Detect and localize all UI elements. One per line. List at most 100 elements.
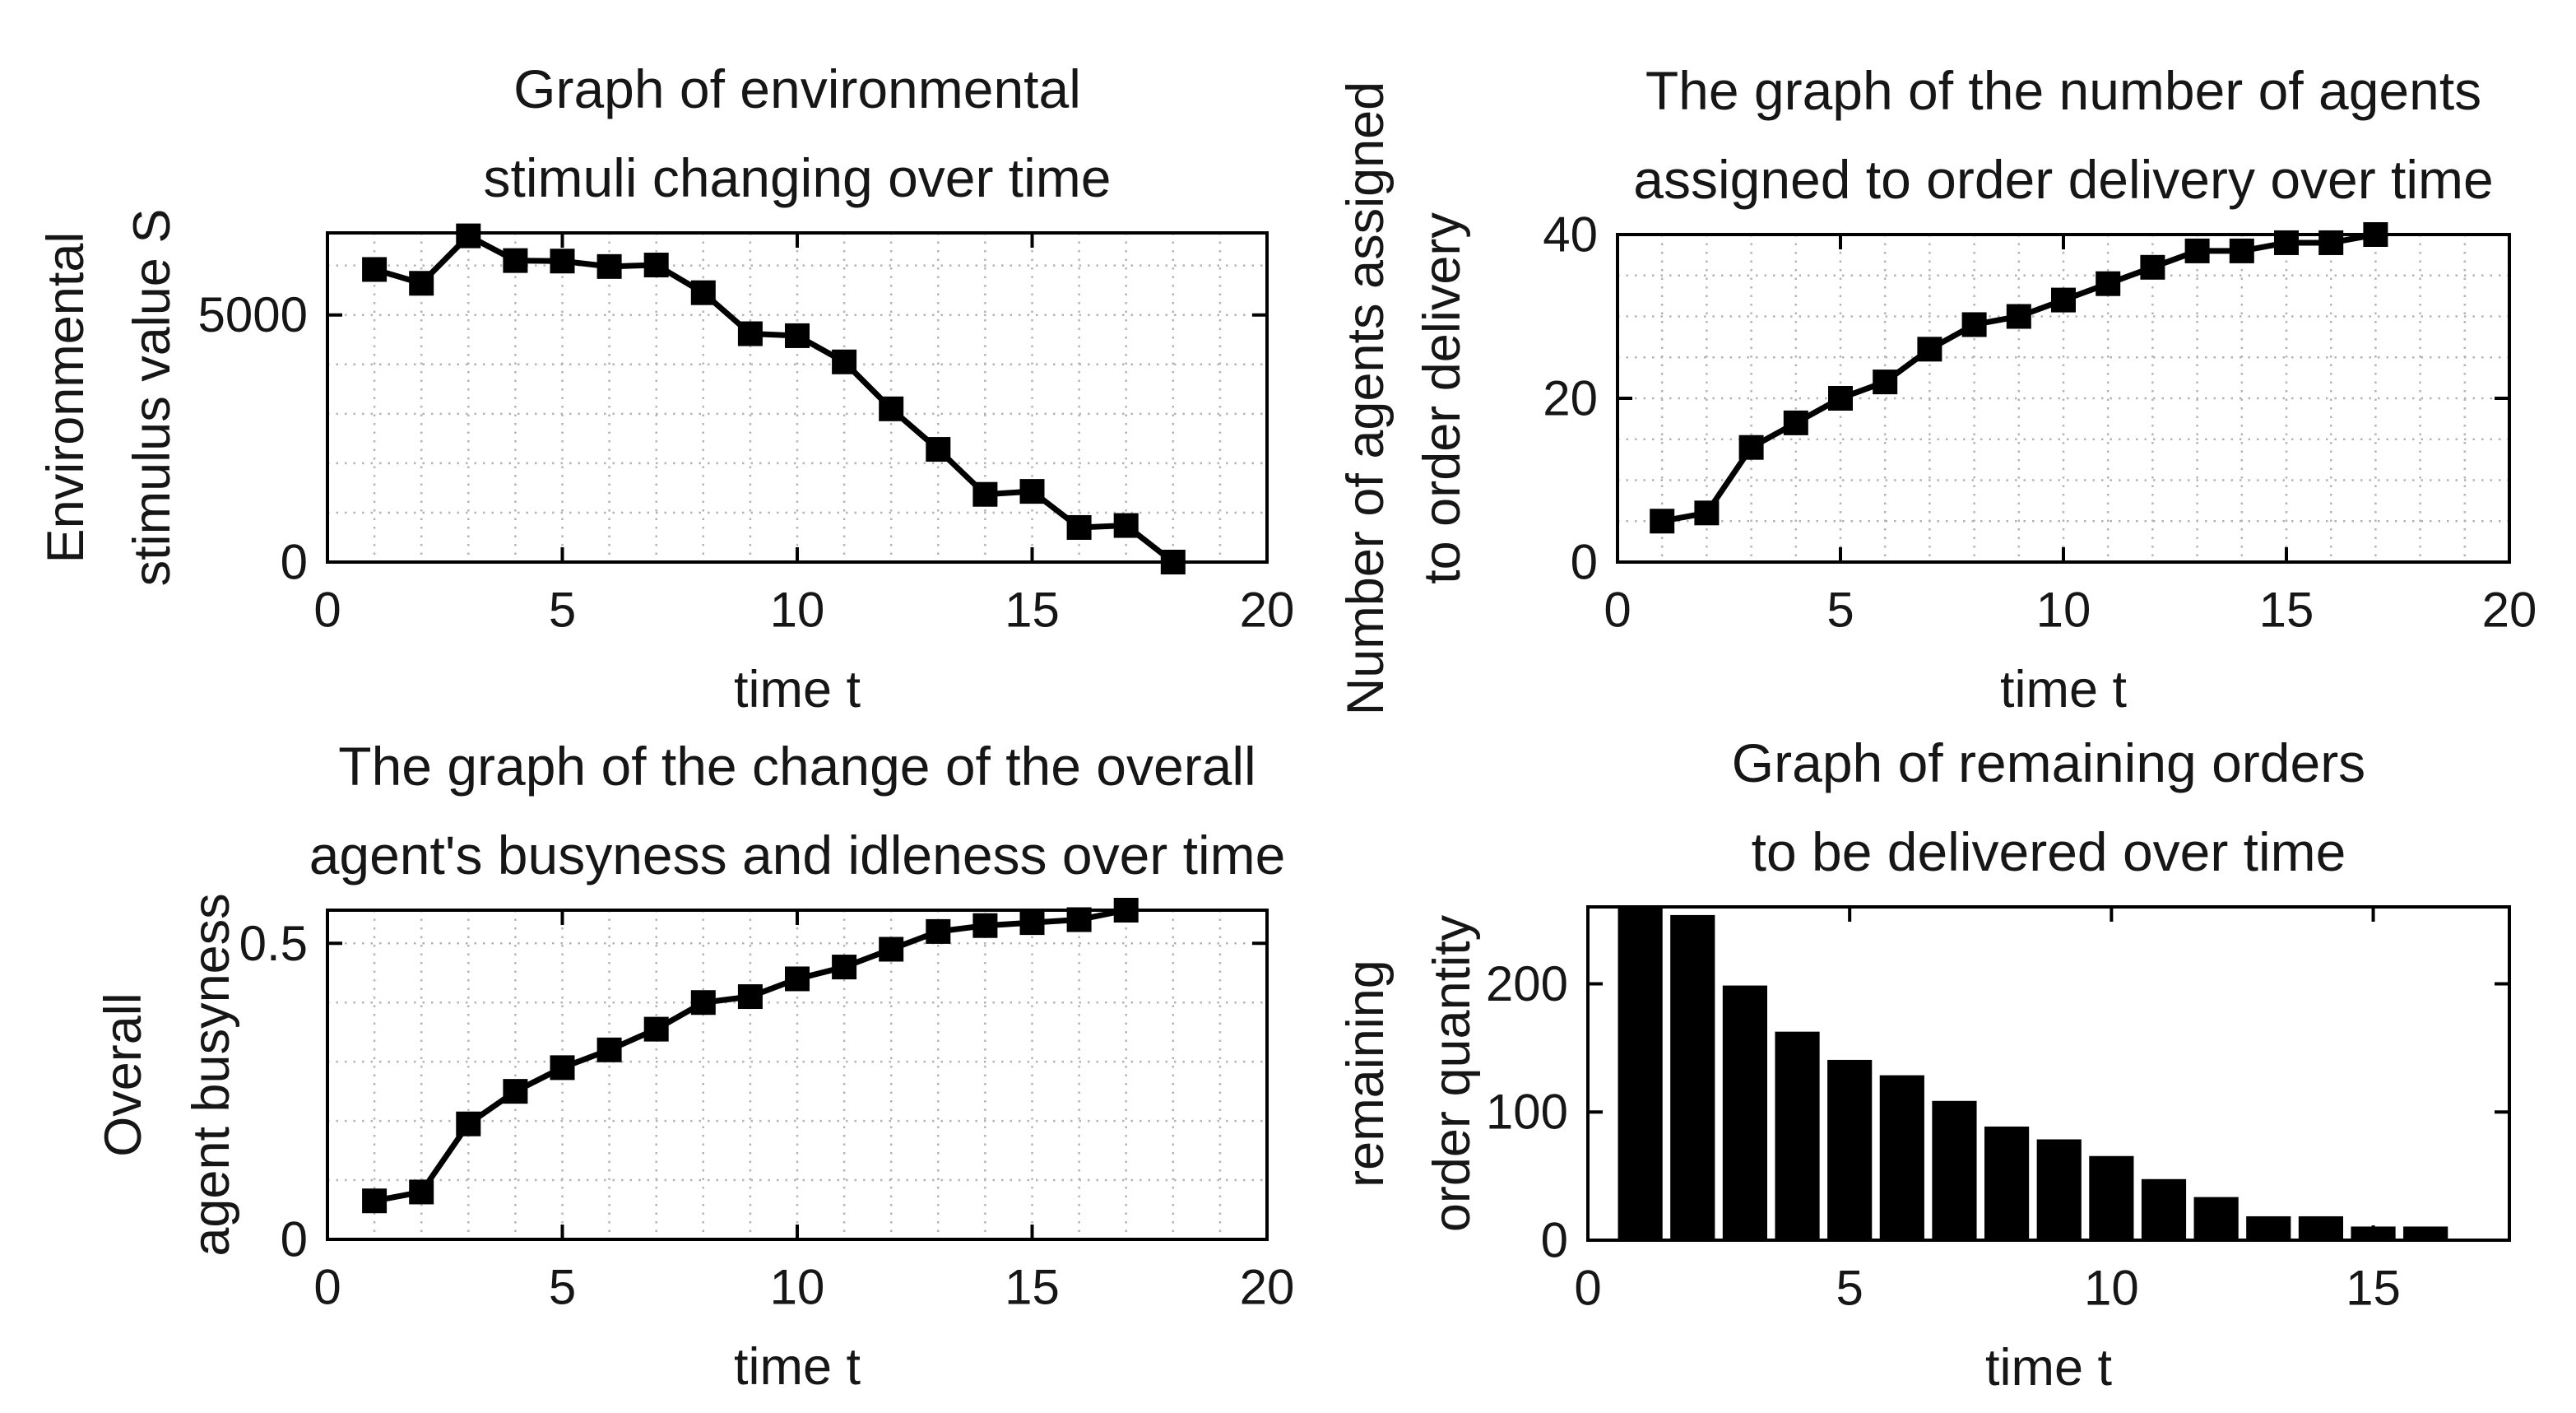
data-point-marker [643,1016,669,1042]
bar [1670,914,1715,1241]
x-tick-label: 15 [2259,583,2314,638]
bar [1932,1100,1977,1242]
data-point-marker [1783,410,1808,435]
bar [1722,985,1767,1241]
y-tick-label: 0 [1541,1213,1568,1268]
data-point-marker [1873,370,1898,395]
x-tick-label: 20 [1240,1260,1295,1315]
x-tick-label: 15 [1005,583,1060,638]
y-tick-label: 0 [281,535,308,590]
y-tick-label: 100 [1486,1085,1568,1140]
y-tick-label: 0 [1571,535,1598,590]
data-point-marker [926,437,951,462]
data-point-marker [972,481,998,507]
bar [1984,1126,2030,1242]
data-point-marker [409,271,434,296]
y-axis-label-line-2: agent busyness [183,893,240,1256]
data-point-marker [737,984,763,1010]
y-tick-label: 0.5 [239,916,308,971]
y-axis-label-line-2: order quantity [1423,914,1481,1232]
bar [2298,1215,2343,1242]
data-point-marker [879,396,904,421]
data-point-marker [737,321,763,346]
data-point-marker [690,280,716,305]
chart-title-line-1: The graph of the number of agents [1645,60,2481,121]
data-point-marker [503,248,528,273]
x-tick-label: 0 [1604,583,1631,638]
axes-box [1586,905,2511,1242]
data-point-marker [503,1079,528,1104]
bar [2246,1215,2291,1242]
data-point-marker [1961,312,1987,337]
bar [2036,1139,2082,1241]
y-axis-label-line-1: remaining [1337,960,1395,1188]
chart-title-line-2: to be delivered over time [1752,821,2346,882]
data-point-marker [1650,509,1675,534]
bar [1827,1059,1873,1242]
x-tick-label: 0 [313,583,341,638]
bar [1618,906,1663,1241]
data-point-marker [1917,337,1942,362]
data-point-marker [362,257,388,282]
y-axis-label-line-1: Environmental [37,232,95,564]
x-tick-label: 5 [549,1260,576,1315]
x-axis-label: time t [734,661,861,718]
subplot-environmental-stimulus: 0 5 10 15 20 0 5000 Graph of environmental stimu… [37,58,1294,718]
x-tick-label: 5 [1836,1261,1863,1316]
data-point-marker [456,223,481,249]
x-tick-label: 5 [1826,583,1854,638]
y-tick-label: 200 [1486,956,1568,1011]
data-point-marker [550,1055,575,1081]
x-tick-label: 10 [770,1260,825,1315]
subplot-remaining-orders: 0 5 10 15 0 100 200 Graph of remaining orders to… [1337,732,2511,1397]
chart-title-line-2: assigned to order delivery over time [1633,149,2494,210]
x-tick-label: 10 [770,583,825,638]
y-tick-label: 20 [1543,371,1598,426]
bar [2141,1178,2187,1241]
x-tick-label: 15 [1005,1260,1060,1315]
data-point-marker [972,913,998,938]
data-point-marker [832,955,857,980]
data-point-marker [2006,304,2031,329]
data-point-marker [409,1179,434,1205]
chart-title-line-1: Graph of environmental [513,58,1081,119]
subplot-agent-busyness: 0 5 10 15 20 0 0.5 The graph of the change of t… [95,736,1294,1396]
x-tick-label: 10 [2084,1261,2139,1316]
y-tick-label: 40 [1543,207,1598,263]
y-axis-label-line-1: Overall [95,992,152,1157]
y-axis-label-line-1: Number of agents assigned [1337,81,1395,715]
data-point-marker [1694,500,1720,526]
chart-title-line-2: stimuli changing over time [484,147,1112,208]
data-point-marker [879,937,904,962]
x-tick-label: 15 [2346,1261,2401,1316]
x-tick-label: 20 [2482,583,2537,638]
y-tick-label: 5000 [198,287,308,342]
data-point-marker [2229,238,2254,263]
data-point-marker [785,966,810,992]
y-axis-label-line-2: to order delivery [1413,212,1471,584]
data-point-marker [1019,479,1045,504]
chart-title-line-1: The graph of the change of the overall [338,736,1256,797]
bar [2193,1197,2239,1242]
x-tick-label: 0 [313,1260,341,1315]
x-tick-label: 20 [1240,583,1295,638]
data-point-marker [596,253,622,279]
chart-title-line-1: Graph of remaining orders [1732,732,2365,793]
x-axis-label: time t [1985,1339,2113,1397]
bar [1775,1031,1820,1241]
data-point-marker [2051,287,2076,313]
x-axis-label: time t [734,1338,861,1396]
x-tick-label: 0 [1574,1261,1601,1316]
x-tick-label: 10 [2036,583,2091,638]
data-point-marker [832,349,857,374]
data-point-marker [1738,435,1764,460]
data-point-marker [643,253,669,278]
data-point-marker [456,1111,481,1136]
data-point-marker [1113,513,1139,538]
data-point-marker [785,323,810,348]
data-point-marker [1066,514,1092,540]
data-point-marker [2184,238,2210,263]
y-axis-label-line-2: stimulus value S [123,209,181,587]
